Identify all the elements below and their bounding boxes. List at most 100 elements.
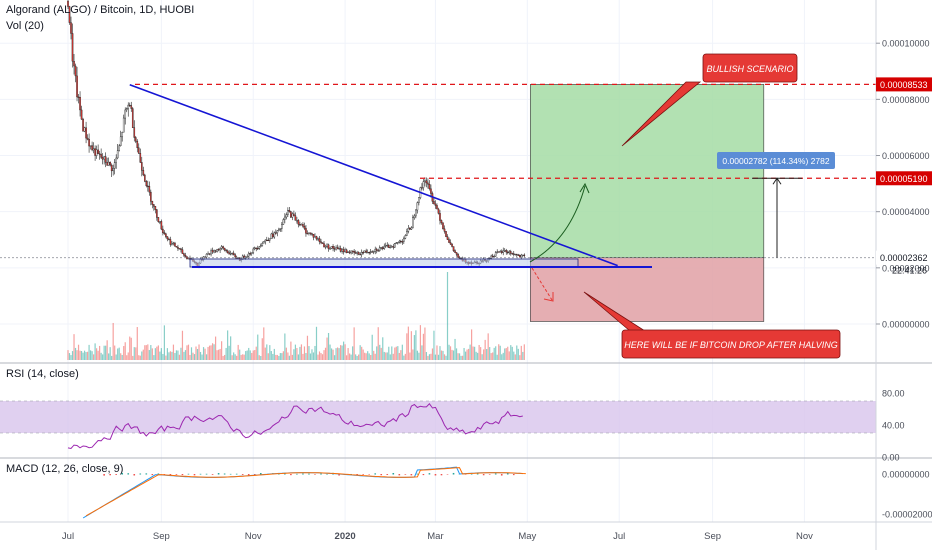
- volume-bar: [321, 354, 324, 360]
- bearish-path-arrow[interactable]: [531, 267, 553, 301]
- candle-body: [157, 217, 160, 223]
- volume-bar: [318, 351, 321, 360]
- candle-body: [137, 147, 140, 154]
- candle-body: [356, 252, 358, 254]
- volume-bar: [112, 322, 114, 360]
- candle-body: [281, 224, 283, 229]
- macd-histogram-bar: [482, 474, 485, 476]
- descending-trendline[interactable]: [129, 84, 618, 267]
- candle-body: [378, 247, 381, 251]
- volume-bar: [129, 336, 131, 360]
- volume-bar: [385, 352, 387, 360]
- macd-histogram-bar: [235, 473, 238, 475]
- volume-bar: [117, 348, 119, 360]
- volume-bar: [302, 353, 304, 360]
- volume-bar: [70, 355, 72, 360]
- macd-histogram-bar: [259, 473, 262, 475]
- current-price-tag-box[interactable]: [876, 250, 932, 265]
- candle-body: [515, 253, 518, 256]
- candle-body: [68, 6, 71, 23]
- volume-bar: [306, 335, 309, 360]
- candle-body: [255, 247, 258, 249]
- candle-body: [205, 253, 208, 258]
- candle-body: [422, 181, 425, 188]
- candle-body: [514, 253, 517, 256]
- macd-histogram-bar: [512, 474, 515, 476]
- candle-body: [362, 252, 364, 254]
- profit-zone[interactable]: [529, 84, 765, 259]
- symbol-title[interactable]: Algorand (ALGO) / Bitcoin, 1D, HUOBI: [6, 4, 195, 16]
- candle-body: [154, 206, 157, 210]
- candle-body: [183, 253, 185, 256]
- candle-body: [512, 253, 515, 255]
- measure-arrow-head: [772, 177, 782, 185]
- volume-legend[interactable]: Vol (20): [6, 20, 44, 32]
- price-axis[interactable]: 0.00010000 0.00008000 0.00006000 0.00004000…: [876, 39, 932, 520]
- volume-bar: [71, 351, 74, 360]
- volume-bar: [175, 350, 178, 360]
- volume-bar: [213, 344, 215, 360]
- support-box[interactable]: [189, 258, 579, 268]
- volume-bar: [431, 348, 434, 360]
- volume-bar: [248, 347, 250, 360]
- volume-bar: [99, 345, 101, 360]
- volume-bar: [516, 345, 518, 360]
- volume-bar: [483, 349, 485, 360]
- rsi-tick-label: 40.00: [882, 421, 905, 431]
- volume-bar: [496, 354, 498, 360]
- candle-body: [303, 226, 306, 229]
- candle-body: [133, 127, 136, 138]
- candle-body: [80, 109, 83, 120]
- signal-line[interactable]: [85, 467, 526, 517]
- volume-bar: [320, 352, 322, 360]
- candle-body: [493, 256, 495, 258]
- volume-bar: [236, 355, 238, 360]
- volume-bar: [368, 353, 370, 360]
- rsi-line[interactable]: [67, 403, 523, 450]
- macd-legend[interactable]: MACD (12, 26, close, 9): [6, 463, 124, 475]
- candle-body: [309, 232, 312, 234]
- volume-bar: [180, 347, 182, 360]
- candle-body: [387, 244, 390, 248]
- volume-bar: [79, 350, 81, 360]
- volume-bar: [330, 348, 333, 360]
- volume-bar: [523, 344, 525, 360]
- candle-body: [262, 241, 265, 244]
- loss-zone[interactable]: [529, 257, 765, 322]
- candle-body: [104, 156, 107, 163]
- candle-body: [116, 150, 119, 159]
- volume-bar: [487, 333, 489, 360]
- candle-body: [70, 22, 72, 34]
- volume-bar: [305, 353, 307, 360]
- time-axis[interactable]: Jul Sep Nov 2020 Mar May Jul Sep Nov: [62, 531, 813, 542]
- candle-body: [220, 246, 223, 249]
- volume-bar: [401, 344, 403, 360]
- bullish-path-arrow[interactable]: [529, 185, 586, 263]
- macd-histogram-bar: [169, 474, 172, 476]
- volume-bar: [227, 330, 229, 360]
- candle-body: [144, 174, 146, 182]
- target-price-tag-box[interactable]: [876, 77, 932, 92]
- measure-label-box[interactable]: [717, 152, 835, 169]
- candle-body: [511, 253, 514, 255]
- bullish-callout-box[interactable]: [702, 53, 798, 83]
- volume-bar: [281, 353, 283, 360]
- volume-bar: [208, 345, 211, 360]
- candle-body: [100, 154, 102, 158]
- candle-body: [130, 105, 133, 109]
- volume-bar: [406, 333, 408, 360]
- rsi-legend[interactable]: RSI (14, close): [6, 368, 79, 380]
- candle-body: [428, 184, 431, 190]
- macd-histogram-bar: [308, 473, 310, 475]
- candle-body: [159, 221, 161, 223]
- bearish-callout-box[interactable]: [621, 329, 841, 359]
- candle-body: [368, 252, 371, 254]
- volume-bar: [121, 354, 123, 360]
- volume-bar: [323, 350, 325, 360]
- candle-body: [418, 197, 420, 203]
- price-tick-label: 0.00006000: [882, 151, 930, 161]
- volume-bar: [300, 344, 303, 360]
- resistance-price-tag-box[interactable]: [876, 171, 932, 186]
